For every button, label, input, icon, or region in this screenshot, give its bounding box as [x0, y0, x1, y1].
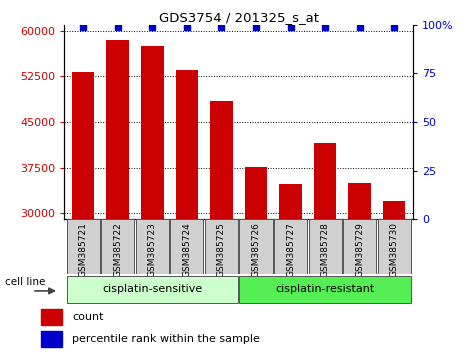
- Bar: [101, 219, 134, 274]
- Text: GSM385721: GSM385721: [79, 222, 87, 277]
- Text: percentile rank within the sample: percentile rank within the sample: [73, 334, 260, 344]
- Bar: [349, 183, 371, 219]
- Text: GSM385727: GSM385727: [286, 222, 295, 277]
- Text: GSM385724: GSM385724: [182, 222, 191, 277]
- Bar: [205, 219, 238, 274]
- Bar: [41, 309, 62, 325]
- Bar: [66, 219, 100, 274]
- Bar: [66, 276, 238, 303]
- Bar: [314, 143, 336, 219]
- Text: GSM385723: GSM385723: [148, 222, 157, 277]
- Bar: [72, 72, 95, 219]
- Bar: [378, 219, 411, 274]
- Text: cell line: cell line: [5, 277, 46, 287]
- Text: GSM385729: GSM385729: [355, 222, 364, 277]
- Text: cisplatin-sensitive: cisplatin-sensitive: [102, 284, 202, 294]
- Bar: [106, 40, 129, 219]
- Bar: [239, 276, 411, 303]
- Text: GSM385725: GSM385725: [217, 222, 226, 277]
- Text: count: count: [73, 312, 104, 322]
- Bar: [245, 167, 267, 219]
- Bar: [141, 46, 163, 219]
- Title: GDS3754 / 201325_s_at: GDS3754 / 201325_s_at: [159, 11, 319, 24]
- Bar: [176, 70, 198, 219]
- Bar: [274, 219, 307, 274]
- Bar: [170, 219, 203, 274]
- Text: GSM385728: GSM385728: [321, 222, 330, 277]
- Bar: [210, 101, 233, 219]
- Bar: [136, 219, 169, 274]
- Bar: [279, 184, 302, 219]
- Bar: [343, 219, 376, 274]
- Bar: [383, 201, 406, 219]
- Text: cisplatin-resistant: cisplatin-resistant: [276, 284, 375, 294]
- Text: GSM385726: GSM385726: [251, 222, 260, 277]
- Bar: [239, 219, 273, 274]
- Bar: [41, 331, 62, 347]
- Text: GSM385722: GSM385722: [113, 222, 122, 277]
- Bar: [309, 219, 342, 274]
- Text: GSM385730: GSM385730: [390, 222, 399, 277]
